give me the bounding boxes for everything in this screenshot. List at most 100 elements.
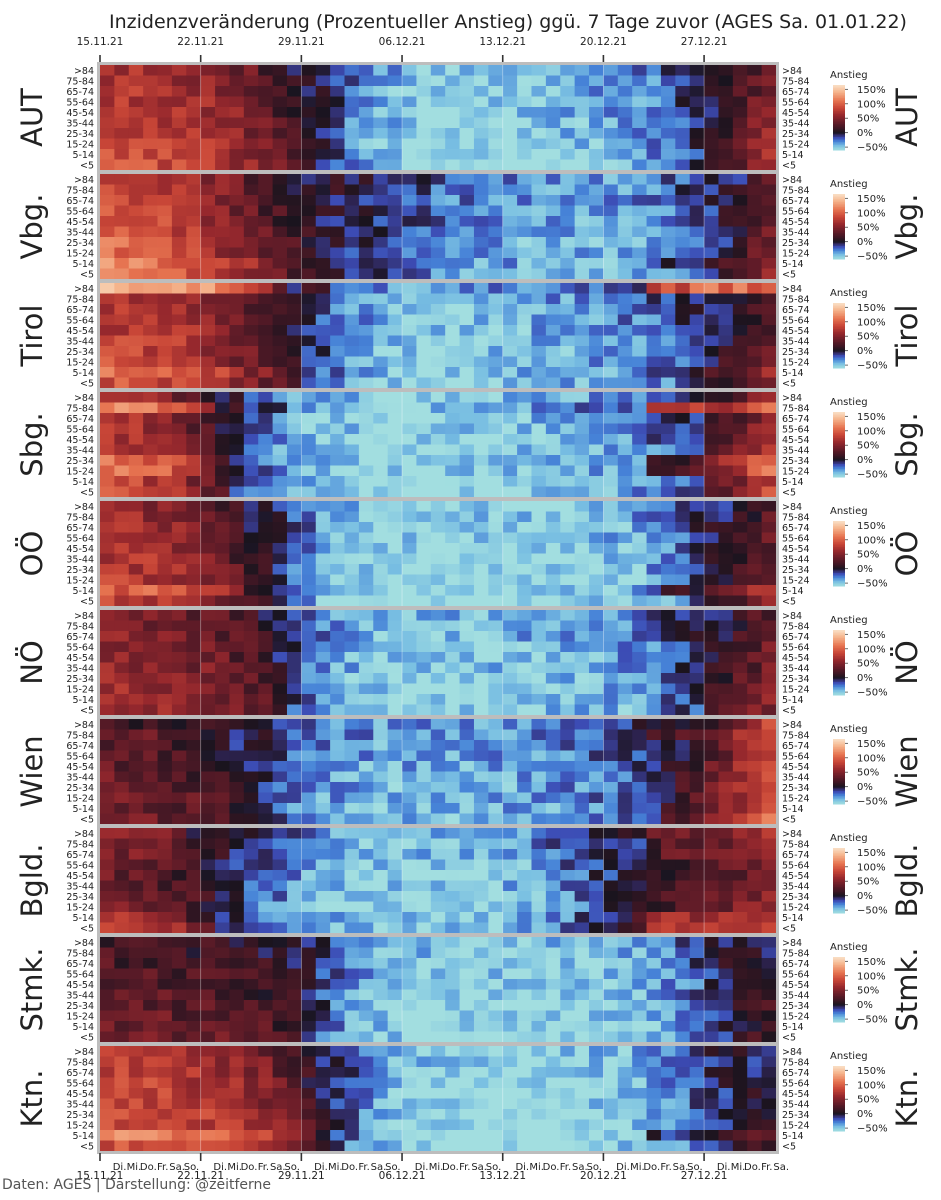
- heatmap-cell: [546, 149, 561, 160]
- heatmap-cell: [373, 751, 388, 762]
- heatmap-cell: [143, 216, 158, 227]
- heatmap-cell: [330, 216, 345, 227]
- heatmap-cell: [273, 814, 288, 825]
- heatmap-cell: [675, 772, 690, 783]
- age-label-left: 45-54: [66, 435, 94, 446]
- heatmap-cell: [460, 891, 475, 902]
- heatmap-cell: [373, 673, 388, 684]
- heatmap-cell: [229, 793, 244, 804]
- heatmap-cell: [733, 206, 748, 217]
- heatmap-cell: [402, 948, 417, 959]
- heatmap-cell: [316, 652, 331, 663]
- colorbar-tick-label: −50%: [857, 361, 888, 372]
- heatmap-cell: [316, 533, 331, 544]
- heatmap-cell: [258, 839, 273, 850]
- heatmap-cell: [201, 206, 216, 217]
- heatmap-cell: [373, 663, 388, 674]
- age-label-left: 5-14: [72, 913, 94, 924]
- heatmap-cell: [402, 86, 417, 97]
- heatmap-cell: [258, 948, 273, 959]
- heatmap-cell: [560, 466, 575, 477]
- heatmap-cell: [575, 1046, 590, 1057]
- heatmap-cell: [474, 413, 489, 424]
- heatmap-cell: [431, 554, 446, 565]
- age-label-right: 25-34: [782, 674, 810, 685]
- heatmap-cell: [647, 325, 662, 336]
- heatmap-cell: [215, 663, 230, 674]
- heatmap-cell: [258, 1032, 273, 1043]
- heatmap-cell: [517, 684, 532, 695]
- heatmap-cell: [258, 543, 273, 554]
- heatmap-cell: [690, 269, 705, 280]
- heatmap-cell: [244, 434, 259, 445]
- heatmap-cell: [359, 466, 374, 477]
- heatmap-cell: [416, 814, 431, 825]
- heatmap-cell: [531, 772, 546, 783]
- heatmap-cell: [618, 719, 633, 730]
- heatmap-cell: [316, 346, 331, 357]
- heatmap-cell: [114, 248, 129, 259]
- heatmap-cell: [733, 891, 748, 902]
- heatmap-cell: [201, 761, 216, 772]
- heatmap-cell: [632, 128, 647, 139]
- heatmap-cell: [603, 793, 618, 804]
- heatmap-cell: [301, 304, 316, 315]
- colorbar-tick-label: 0%: [857, 237, 873, 248]
- heatmap-cell: [647, 357, 662, 368]
- heatmap-cell: [704, 1000, 719, 1011]
- age-label-right: 65-74: [782, 523, 810, 534]
- heatmap-cell: [172, 554, 187, 565]
- heatmap-cell: [661, 575, 676, 586]
- heatmap-cell: [158, 160, 173, 171]
- heatmap-cell: [330, 304, 345, 315]
- heatmap-cell: [488, 86, 503, 97]
- colorbar-tick-label: 0%: [857, 782, 873, 793]
- heatmap-cell: [416, 990, 431, 1001]
- heatmap-cell: [560, 1046, 575, 1057]
- heatmap-cell: [373, 434, 388, 445]
- heatmap-cell: [747, 719, 762, 730]
- heatmap-cell: [258, 870, 273, 881]
- heatmap-cell: [531, 195, 546, 206]
- heatmap-cell: [114, 631, 129, 642]
- heatmap-cell: [618, 621, 633, 632]
- heatmap-cell: [129, 185, 144, 196]
- heatmap-cell: [474, 803, 489, 814]
- heatmap-cell: [316, 434, 331, 445]
- heatmap-cell: [244, 466, 259, 477]
- heatmap-cell: [474, 621, 489, 632]
- heatmap-cell: [258, 522, 273, 533]
- heatmap-cell: [330, 434, 345, 445]
- heatmap-cell: [460, 814, 475, 825]
- heatmap-cell: [733, 1032, 748, 1043]
- heatmap-cell: [517, 673, 532, 684]
- heatmap-cell: [287, 575, 302, 586]
- heatmap-cell: [762, 543, 777, 554]
- heatmap-cell: [186, 149, 201, 160]
- heatmap-cell: [273, 248, 288, 259]
- heatmap-cell: [287, 782, 302, 793]
- heatmap-cell: [460, 621, 475, 632]
- heatmap-cell: [488, 216, 503, 227]
- heatmap-cell: [589, 107, 604, 118]
- heatmap-cell: [647, 849, 662, 860]
- age-label-right: <5: [782, 1032, 796, 1043]
- heatmap-cell: [345, 761, 360, 772]
- heatmap-cell: [560, 455, 575, 466]
- heatmap-cell: [114, 269, 129, 280]
- heatmap-cell: [560, 128, 575, 139]
- heatmap-cell: [647, 719, 662, 730]
- heatmap-cell: [690, 772, 705, 783]
- heatmap-cell: [704, 533, 719, 544]
- heatmap-cell: [690, 902, 705, 913]
- heatmap-cell: [158, 258, 173, 269]
- heatmap-cell: [474, 283, 489, 294]
- heatmap-cell: [546, 937, 561, 948]
- age-label-left: <5: [80, 1032, 94, 1043]
- heatmap-cell: [345, 979, 360, 990]
- heatmap-cell: [575, 248, 590, 259]
- heatmap-cell: [158, 937, 173, 948]
- heatmap-cell: [589, 673, 604, 684]
- heatmap-cell: [330, 367, 345, 378]
